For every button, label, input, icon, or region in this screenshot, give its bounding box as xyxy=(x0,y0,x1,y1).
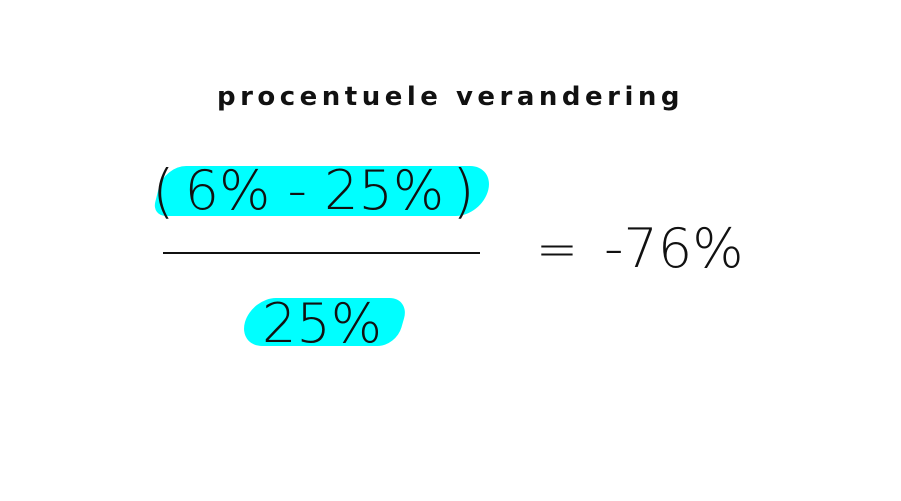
numerator-text: 6% - 25% xyxy=(184,159,445,222)
paren-close: ) xyxy=(452,157,475,225)
title: procentuele verandering xyxy=(216,82,685,112)
result: -76% xyxy=(604,217,744,280)
fraction-bar xyxy=(163,252,480,254)
equals-sign: = xyxy=(536,220,578,278)
denominator: 25% xyxy=(262,292,383,355)
numerator: (6% - 25%) xyxy=(152,162,475,220)
paren-open: ( xyxy=(152,157,175,225)
